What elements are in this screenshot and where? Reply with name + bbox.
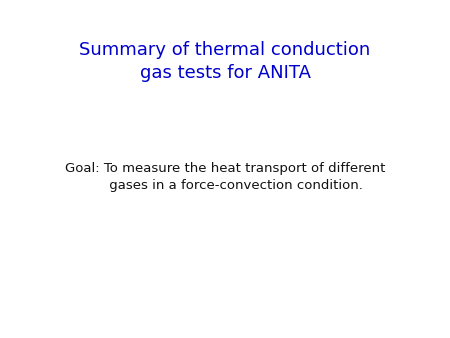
Text: Goal: To measure the heat transport of different
     gases in a force-convectio: Goal: To measure the heat transport of d… <box>65 162 385 192</box>
Text: Summary of thermal conduction
gas tests for ANITA: Summary of thermal conduction gas tests … <box>79 41 371 82</box>
